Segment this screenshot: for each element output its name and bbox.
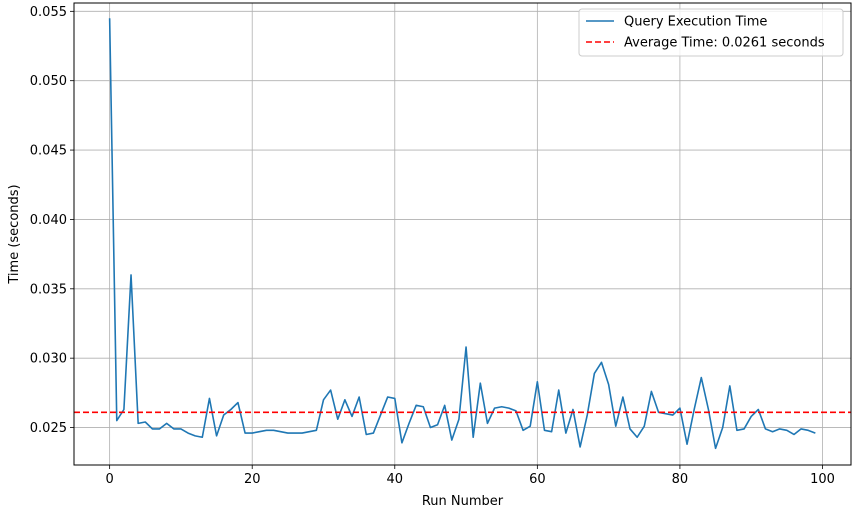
x-tick-label-100: 100 (810, 472, 835, 487)
x-axis-label: Run Number (422, 494, 504, 509)
x-tick-label-0: 0 (106, 472, 114, 487)
x-tick-label-20: 20 (244, 472, 261, 487)
y-tick-label-0.050: 0.050 (30, 74, 67, 89)
x-tick-label-60: 60 (529, 472, 546, 487)
y-tick-label-0.035: 0.035 (30, 282, 67, 297)
y-tick-label-0.055: 0.055 (30, 5, 67, 20)
x-tick-label-40: 40 (387, 472, 404, 487)
series-layer (74, 18, 851, 450)
y-tick-label-0.040: 0.040 (30, 213, 67, 228)
plot-frame (73, 2, 852, 466)
y-tick-label-0.030: 0.030 (30, 352, 67, 367)
legend-box (578, 8, 844, 57)
legend-label-query-execution-time: Query Execution Time (624, 15, 767, 30)
legend: Query Execution Time Average Time: 0.026… (578, 8, 844, 57)
x-tick-label-80: 80 (672, 472, 689, 487)
y-tick-label-0.045: 0.045 (30, 144, 67, 159)
legend-label-average-time: Average Time: 0.0261 seconds (624, 36, 825, 51)
y-axis-ticks: 0.025 0.030 0.035 0.040 0.045 0.050 0.055 (30, 5, 74, 436)
x-axis-ticks: 0 20 40 60 80 100 (106, 465, 835, 487)
y-tick-label-0.025: 0.025 (30, 421, 67, 436)
y-axis-label: Time (seconds) (7, 184, 22, 284)
